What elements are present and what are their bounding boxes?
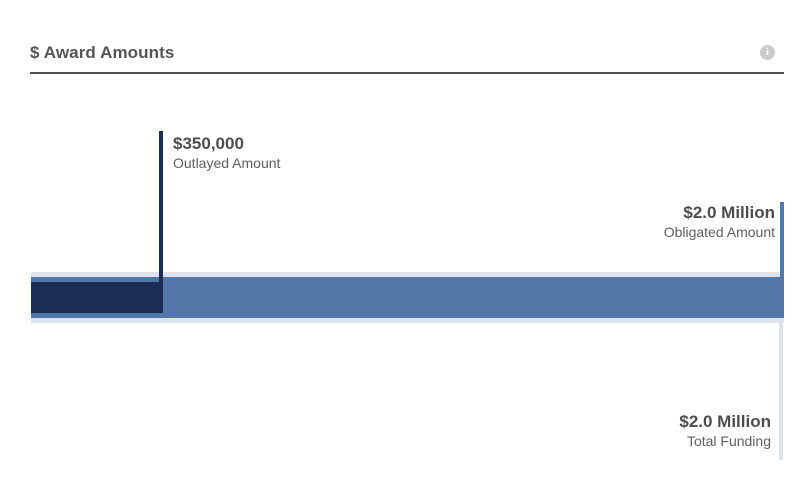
total-funding-callout-line bbox=[779, 323, 783, 460]
info-icon[interactable]: i bbox=[760, 45, 775, 60]
obligated-callout-line bbox=[780, 202, 784, 277]
page-title: $ Award Amounts bbox=[30, 43, 175, 62]
outlayed-value: $350,000 bbox=[173, 134, 244, 153]
obligated-callout: $2.0 Million Obligated Amount bbox=[664, 202, 775, 241]
total-funding-label: Total Funding bbox=[686, 433, 771, 449]
obligated-value: $2.0 Million bbox=[683, 203, 775, 222]
award-amounts-chart bbox=[31, 272, 784, 323]
total-funding-callout: $2.0 Million Total Funding bbox=[679, 411, 771, 450]
header-divider bbox=[30, 72, 784, 74]
outlayed-callout: $350,000 Outlayed Amount bbox=[173, 133, 280, 172]
total-funding-value: $2.0 Million bbox=[679, 412, 771, 431]
outlayed-label: Outlayed Amount bbox=[173, 155, 281, 171]
outlayed-amount-bar[interactable] bbox=[31, 282, 163, 313]
obligated-label: Obligated Amount bbox=[663, 224, 775, 240]
outlayed-callout-line bbox=[159, 131, 163, 282]
